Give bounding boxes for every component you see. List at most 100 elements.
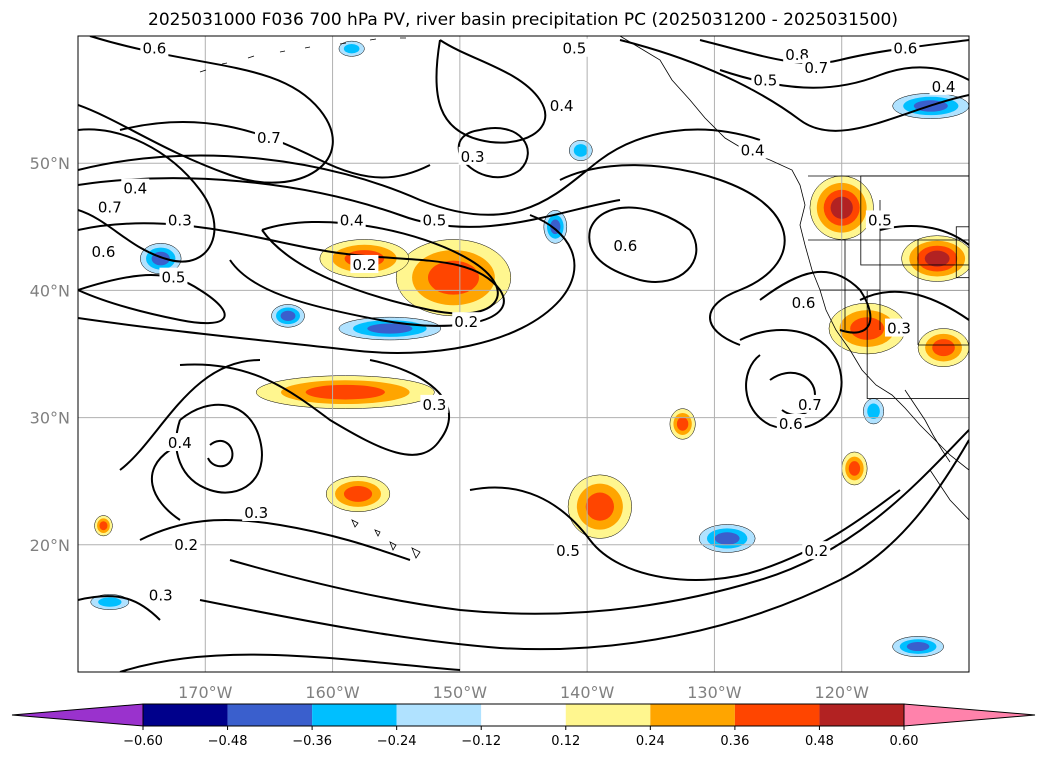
pv-contour-label: 0.5 (562, 40, 586, 58)
longitude-label: 160°W (305, 683, 360, 702)
precip-pc-area (892, 636, 944, 658)
pv-contour (78, 274, 226, 325)
colorbar-segment (650, 704, 735, 726)
pv-contour-label: 0.4 (741, 141, 765, 159)
precip-pc-level (932, 339, 955, 357)
contour-label-bg (865, 210, 894, 229)
longitude-label: 150°W (433, 683, 488, 702)
colorbar-segment (734, 704, 820, 726)
pv-contour-label: 0.3 (422, 396, 446, 414)
pv-contour (78, 214, 576, 354)
pv-contour (119, 653, 461, 672)
contour-label-bg (165, 433, 194, 452)
pv-contour-label: 0.5 (753, 72, 777, 90)
pv-contour-label: 0.6 (792, 294, 816, 312)
precip-pc-level (99, 521, 108, 531)
latitude-label: 40°N (30, 281, 70, 300)
pv-contour-label: 0.7 (798, 396, 822, 414)
precip-pc-level (427, 260, 479, 295)
contour-label-bg (337, 210, 366, 229)
contour-label-bg (611, 235, 640, 254)
aleutian-islands (199, 37, 406, 73)
pv-contour (78, 36, 334, 184)
contour-label-bg (547, 95, 576, 114)
colorbar-tick-label: 0.36 (720, 734, 749, 749)
precip-pc-area (917, 328, 969, 367)
precip-pc-level (305, 384, 385, 400)
hawaii-islands (351, 519, 421, 559)
colorbar-tick-label: −0.12 (461, 734, 501, 749)
precip-pc-area (338, 40, 365, 57)
pv-contour (78, 128, 216, 263)
precip-pc-area (567, 474, 632, 539)
colorbar-segment (481, 704, 566, 726)
contour-label-bg (884, 318, 913, 337)
pv-contour (78, 595, 161, 621)
colorbar-segment (396, 704, 482, 726)
pv-contour (759, 270, 872, 334)
contour-label-bg (146, 585, 175, 604)
pv-contour-label: 0.5 (422, 211, 446, 229)
pv-contour-label: 0.5 (868, 211, 892, 229)
map-panel: 0.6 0.50.40.30.70.40.30.70.60.50.4 0.50.20… (30, 35, 970, 702)
pv-contour (229, 429, 969, 615)
pv-contour-label: 0.3 (244, 504, 268, 522)
contour-label-bg (159, 267, 188, 286)
pv-contour (699, 39, 969, 65)
pv-contour-label: 0.5 (556, 542, 580, 560)
contour-label-bg (789, 293, 818, 312)
pv-contour (179, 359, 450, 456)
precip-pc-level (867, 403, 880, 420)
precip-pc-outline (543, 210, 568, 244)
pv-contour (859, 290, 969, 321)
chart-title: 2025031000 F036 700 hPa PV, river basin … (148, 10, 898, 30)
pv-contour (119, 120, 431, 179)
map-frame (77, 35, 970, 673)
contour-label-bg (140, 38, 169, 57)
colorbar-extend-low (11, 703, 144, 727)
pv-contour-label: 0.7 (257, 129, 281, 147)
coastlines (199, 36, 969, 559)
pv-contour (588, 206, 698, 283)
precip-pc-area (94, 515, 113, 537)
precip-pc-level (906, 642, 930, 652)
pv-contour (175, 403, 263, 494)
precip-pc-outline (917, 328, 969, 367)
pv-contour-label: 0.2 (454, 313, 478, 331)
gridlines (78, 36, 969, 672)
precip-pc-outline (325, 475, 391, 512)
contour-label-bg (420, 210, 449, 229)
colorbar-tick-label: −0.48 (208, 734, 248, 749)
pv-contour-label: 0.3 (887, 320, 911, 338)
precip-pc-outline (567, 474, 632, 539)
precip-pc-area (395, 239, 512, 317)
state-borders (808, 200, 969, 346)
contour-label-bg (452, 312, 481, 331)
colorbar-tick-label: 0.12 (551, 734, 580, 749)
precip-pc-area (863, 398, 884, 425)
pv-contour (207, 439, 234, 468)
precip-pc-area (255, 375, 435, 409)
pv-contour-label: 0.4 (340, 211, 364, 229)
latitude-label: 50°N (30, 154, 70, 173)
precip-pc-area (90, 594, 130, 610)
pv-contour (119, 359, 261, 471)
colorbar-extend-high (903, 703, 1036, 727)
colorbar-tick-label: 0.24 (636, 734, 665, 749)
contour-label-bg (891, 38, 920, 57)
contour-label-bg (420, 394, 449, 413)
pv-contour (619, 39, 969, 132)
contour-label-bg (121, 178, 150, 197)
precip-pc-outline (255, 375, 435, 409)
pv-contour (199, 439, 969, 651)
contour-label-bg (554, 541, 583, 560)
contour-label-bg (738, 140, 767, 159)
colorbar: −0.60 −0.48 −0.36 −0.24 −0.12 0.12 0.24 0.36 0.4… (11, 703, 1036, 749)
precip-pc-area (841, 451, 868, 486)
longitude-labels: 170°W 160°W 150°W 140°W 130°W 120°W (178, 683, 869, 702)
colorbar-tick-label: −0.36 (292, 734, 332, 749)
latitude-label: 20°N (30, 536, 70, 555)
pv-contour-label: 0.4 (123, 180, 147, 198)
pv-contour (151, 449, 181, 521)
